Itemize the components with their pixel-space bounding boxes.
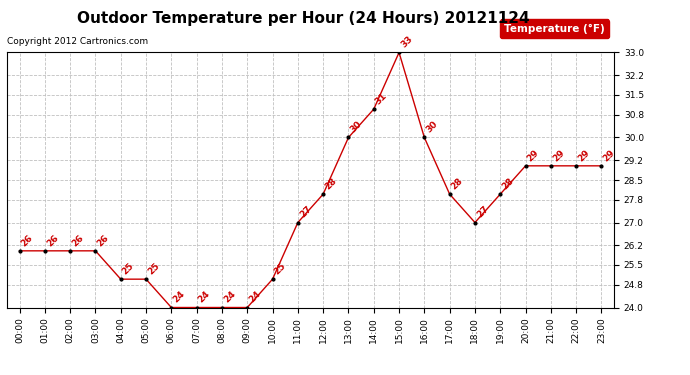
Text: 26: 26	[95, 233, 110, 248]
Text: 24: 24	[247, 290, 262, 304]
Text: 24: 24	[171, 290, 186, 304]
Text: 33: 33	[399, 34, 414, 50]
Text: 25: 25	[146, 261, 161, 276]
Text: 27: 27	[475, 204, 490, 220]
Text: 30: 30	[348, 120, 364, 135]
Text: 30: 30	[424, 120, 440, 135]
Text: 24: 24	[197, 290, 212, 304]
Text: 26: 26	[45, 233, 60, 248]
Text: 29: 29	[526, 148, 541, 163]
Text: 28: 28	[450, 176, 465, 191]
Text: Copyright 2012 Cartronics.com: Copyright 2012 Cartronics.com	[7, 38, 148, 46]
Text: 25: 25	[121, 261, 136, 276]
Text: 27: 27	[298, 204, 313, 220]
Text: Outdoor Temperature per Hour (24 Hours) 20121124: Outdoor Temperature per Hour (24 Hours) …	[77, 11, 530, 26]
Text: 28: 28	[500, 176, 515, 191]
Text: 26: 26	[70, 233, 86, 248]
Text: 25: 25	[273, 261, 288, 276]
Text: 28: 28	[323, 176, 338, 191]
Text: 29: 29	[551, 148, 566, 163]
Text: 29: 29	[576, 148, 591, 163]
Legend: Temperature (°F): Temperature (°F)	[500, 20, 609, 38]
Text: 24: 24	[222, 290, 237, 304]
Text: 29: 29	[602, 148, 617, 163]
Text: 31: 31	[374, 91, 389, 106]
Text: 26: 26	[19, 233, 34, 248]
